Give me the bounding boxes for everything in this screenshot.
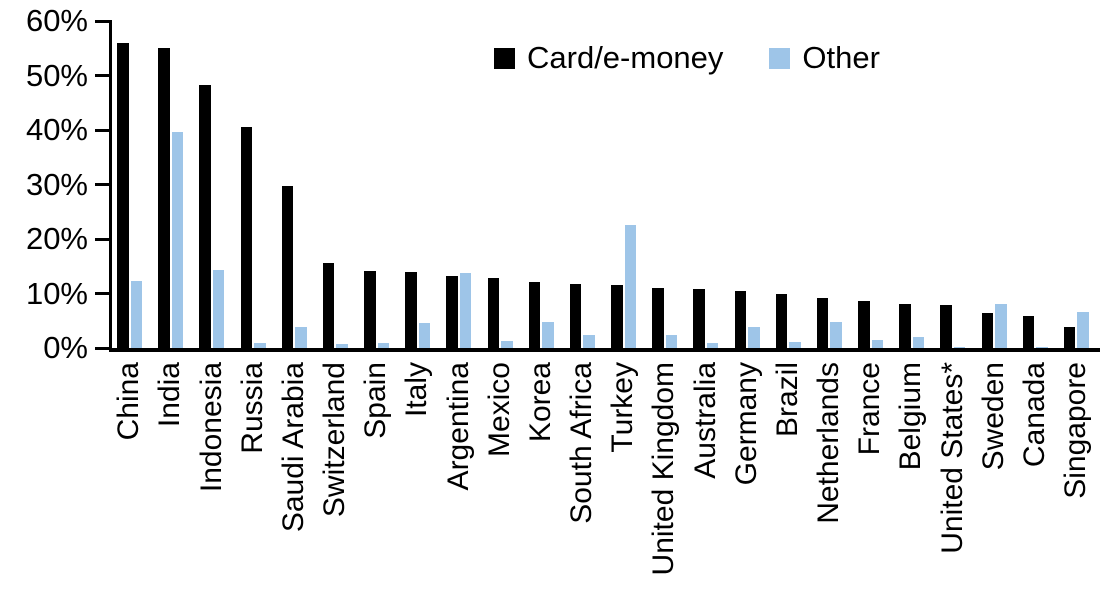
bar-other [706,343,719,348]
bar-other [501,340,513,348]
bar-other [1036,347,1048,348]
bar-card-emoney [899,303,911,348]
y-axis-label: 10% [25,275,88,311]
y-axis-tick [95,183,110,186]
bar-other [171,131,184,348]
bar-card-emoney [158,48,170,348]
bar-card-emoney [981,312,993,348]
x-axis-label: Saudi Arabia [276,362,310,533]
bar-other [789,342,801,348]
x-axis-label: Canada [1017,362,1051,468]
bar-other [624,225,636,348]
y-axis-tick [95,128,110,132]
bar-card-emoney [322,262,335,348]
bar-card-emoney [199,84,211,348]
x-axis-label: Brazil [770,362,804,438]
bar-other [130,280,142,348]
bar-card-emoney [1022,315,1035,348]
bar-card-emoney [240,127,252,348]
bar-other [583,335,595,348]
x-axis-label: Mexico [482,362,516,458]
x-axis-label: India [153,362,187,428]
bar-other [542,322,554,348]
bar-card-emoney [446,275,458,348]
bar-card-emoney [693,289,705,348]
x-axis-label: Australia [688,362,722,479]
bar-other [377,343,389,348]
bar-other [336,344,348,348]
x-axis-label: Russia [235,362,269,454]
bar-card-emoney [940,305,952,348]
bar-other [295,326,307,348]
x-axis-label: Argentina [441,362,475,491]
legend: Card/e-money Other [494,40,880,76]
bar-card-emoney [487,277,499,348]
bar-other [212,269,225,348]
x-axis-label: Germany [729,362,763,486]
x-axis-label: Singapore [1059,362,1093,499]
x-axis-line [109,348,1100,352]
y-axis-tick [95,74,110,77]
y-axis-label: 40% [25,112,88,147]
x-axis-label: United Kingdom [647,362,681,576]
bar-other [254,343,266,348]
bar-other [912,337,925,348]
bar-card-emoney [734,290,746,348]
legend-label-card-emoney: Card/e-money [527,40,724,75]
x-axis-label: United States* [935,362,969,554]
y-axis-label: 50% [25,57,88,93]
bar-card-emoney [528,282,541,348]
y-axis-tick [95,346,110,350]
legend-item-card-emoney: Card/e-money [494,40,723,76]
bar-other [953,346,966,348]
y-axis-label: 20% [25,221,88,256]
y-axis-label: 0% [43,330,88,365]
bar-other [830,321,842,348]
x-axis-label: Belgium [894,362,928,471]
bar-card-emoney [117,42,129,348]
legend-label-other: Other [802,40,880,75]
x-axis-label: Italy [400,362,434,418]
legend-swatch-other [769,47,791,69]
x-axis-label: China [112,362,146,441]
bar-card-emoney [611,284,623,348]
y-axis-label: 60% [25,3,88,38]
bar-card-emoney [652,288,664,348]
bar-other [1077,312,1089,348]
y-axis-line [109,20,112,351]
x-axis-label: Korea [523,362,557,443]
bar-card-emoney [1063,326,1076,348]
x-axis-label: Netherlands [812,362,846,524]
x-axis-label: Spain [359,362,393,439]
y-axis-tick [95,19,110,23]
bar-card-emoney [364,271,376,348]
x-axis-label: Indonesia [194,362,228,493]
x-axis-label: South Africa [565,362,599,524]
bar-other [871,339,883,348]
bar-card-emoney [816,297,829,348]
legend-swatch-card-emoney [494,47,515,69]
bar-card-emoney [775,294,788,348]
bar-other [995,304,1007,348]
y-axis-label: 30% [25,166,88,202]
bar-card-emoney [858,301,870,348]
bar-other [459,272,472,348]
x-axis-label: Sweden [976,362,1010,471]
bar-other [665,335,678,348]
legend-item-other: Other [769,40,880,76]
bar-other [418,323,431,348]
bar-card-emoney [569,283,582,348]
x-axis-label: Switzerland [318,362,352,518]
x-axis-label: France [853,362,887,456]
bar-card-emoney [405,271,417,348]
y-axis-tick [95,292,110,295]
y-axis-tick [95,237,110,241]
bar-card-emoney [281,185,294,348]
x-axis-label: Turkey [606,362,640,453]
bar-other [748,327,760,348]
